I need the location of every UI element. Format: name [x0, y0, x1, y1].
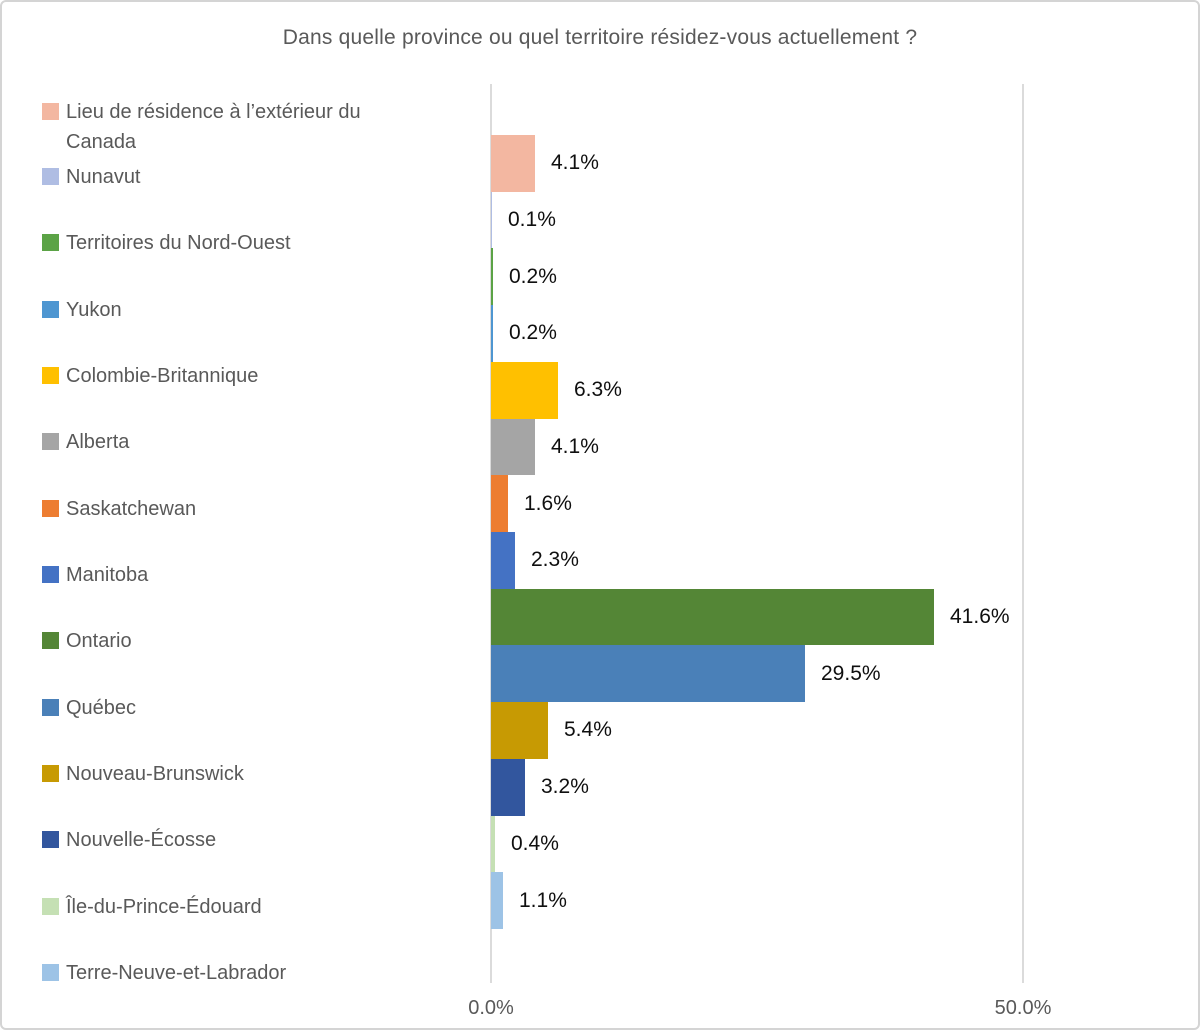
bar-ile-du-prince-edouard [491, 815, 495, 873]
legend-label: Territoires du Nord-Ouest [66, 232, 291, 255]
legend-swatch-manitoba [42, 565, 59, 583]
legend-label: Yukon [66, 298, 122, 321]
legend-label: Île-du-Prince-Édouard [66, 895, 262, 918]
legend-label: Colombie-Britannique [66, 364, 259, 387]
x-axis-tick-max: 50.0% [994, 997, 1052, 1019]
bar-saskatchewan [491, 475, 508, 532]
legend-item-territoires-du-nord-ouest: Territoires du Nord-Ouest [42, 228, 291, 258]
legend-swatch-nunavut [42, 168, 59, 185]
legend-label: Nunavut [66, 166, 141, 188]
legend-item-nouvelle-ecosse: Nouvelle-Écosse [42, 825, 216, 855]
bar-territoires-du-nord-ouest [491, 248, 493, 306]
legend-swatch-saskatchewan [42, 499, 59, 517]
legend-swatch-nouveau-brunswick [42, 764, 59, 782]
legend-item-saskatchewan: Saskatchewan [42, 494, 196, 524]
legend-swatch-colombie-britannique [42, 366, 59, 384]
data-label-terre-neuve-et-labrador: 1.1% [519, 888, 567, 912]
legend-label: Manitoba [66, 563, 149, 586]
data-label-nouveau-brunswick: 5.4% [564, 718, 612, 742]
legend-label: Québec [66, 696, 137, 719]
bar-quebec [491, 645, 805, 703]
bar-yukon [491, 305, 493, 362]
bar-nouveau-brunswick [491, 702, 548, 759]
data-label-lieu-de-residence-a-l-exterieur-du-canada: 4.1% [551, 151, 599, 175]
data-label-nouvelle-ecosse: 3.2% [541, 775, 589, 799]
bar-manitoba [491, 531, 515, 589]
legend-label: Terre-Neuve-et-Labrador [66, 961, 287, 984]
legend-label: Saskatchewan [66, 497, 197, 520]
bar-nouvelle-ecosse [491, 758, 525, 816]
bar-nunavut [491, 191, 492, 249]
data-label-nunavut: 0.1% [508, 208, 556, 232]
legend-label: Ontario [66, 630, 132, 653]
x-axis-tick-min: 0.0% [468, 997, 514, 1019]
legend-swatch-lieu-de-residence-a-l-exterieur-du-canada [42, 103, 59, 120]
data-label-manitoba: 2.3% [531, 548, 579, 572]
chart-title: Dans quelle province ou quel territoire … [282, 26, 918, 49]
legend-label: Lieu de résidence à l’extérieur du Canad… [66, 101, 361, 153]
data-label-alberta: 4.1% [551, 434, 599, 458]
legend-label: Nouveau-Brunswick [66, 762, 244, 785]
legend-item-colombie-britannique: Colombie-Britannique [42, 361, 258, 391]
legend-swatch-ontario [42, 632, 59, 650]
legend-swatch-alberta [42, 433, 59, 451]
legend-item-yukon: Yukon [42, 295, 122, 325]
legend-label: Alberta [66, 431, 130, 454]
legend-item-terre-neuve-et-labrador: Terre-Neuve-et-Labrador [42, 958, 286, 988]
legend-swatch-nouvelle-ecosse [42, 831, 59, 849]
legend-item-ile-du-prince-edouard: Île-du-Prince-Édouard [42, 892, 262, 922]
bar-terre-neuve-et-labrador [491, 872, 503, 929]
data-label-saskatchewan: 1.6% [524, 491, 572, 515]
legend: Lieu de résidence à l’extérieur du Canad… [2, 2, 472, 1028]
legend-item-lieu-de-residence-a-l-exterieur-du-canada: Lieu de résidence à l’extérieur du Canad… [42, 97, 371, 157]
legend-item-manitoba: Manitoba [42, 560, 148, 590]
data-label-ile-du-prince-edouard: 0.4% [511, 831, 559, 855]
legend-swatch-yukon [42, 300, 59, 318]
legend-item-ontario: Ontario [42, 626, 132, 656]
legend-label: Nouvelle-Écosse [66, 829, 217, 852]
legend-item-nouveau-brunswick: Nouveau-Brunswick [42, 759, 244, 789]
legend-swatch-terre-neuve-et-labrador [42, 963, 59, 981]
legend-swatch-quebec [42, 698, 59, 716]
data-label-colombie-britannique: 6.3% [574, 378, 622, 402]
legend-item-quebec: Québec [42, 693, 136, 723]
legend-swatch-territoires-du-nord-ouest [42, 234, 59, 252]
data-label-quebec: 29.5% [821, 661, 881, 685]
bar-lieu-de-residence-a-l-exterieur-du-canada [491, 135, 535, 192]
legend-swatch-ile-du-prince-edouard [42, 897, 59, 915]
legend-item-alberta: Alberta [42, 427, 129, 457]
data-label-ontario: 41.6% [950, 605, 1010, 629]
data-label-territoires-du-nord-ouest: 0.2% [509, 264, 557, 288]
gridline-50-percent [1022, 84, 1024, 983]
data-label-yukon: 0.2% [509, 321, 557, 345]
bar-alberta [491, 418, 535, 476]
legend-item-nunavut: Nunavut [42, 162, 141, 192]
bar-colombie-britannique [491, 361, 558, 419]
bar-ontario [491, 588, 934, 646]
